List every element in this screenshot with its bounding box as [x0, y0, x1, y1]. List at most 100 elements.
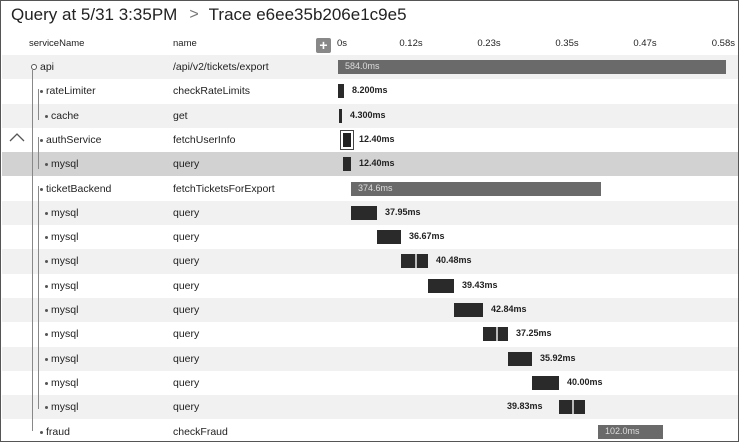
timeline-tick: 0.47s [633, 38, 657, 49]
span-row[interactable]: mysql query 37.25ms [2, 322, 738, 346]
span-name: query [173, 279, 200, 292]
service-name: mysql [51, 158, 79, 171]
timeline-tick: 0s [337, 38, 348, 49]
service-name: mysql [51, 255, 79, 268]
tree-node-icon [45, 260, 48, 264]
span-name: query [173, 206, 200, 219]
tree-node-icon [45, 163, 48, 167]
column-header-name[interactable]: name [173, 38, 197, 49]
service-name: mysql [51, 352, 79, 365]
service-name: mysql [51, 401, 79, 414]
span-bar[interactable] [343, 157, 351, 172]
service-name: mysql [51, 304, 79, 316]
span-row[interactable]: cache get 4.300ms [2, 103, 738, 128]
span-bar[interactable] [598, 424, 663, 439]
service-name: mysql [51, 231, 79, 244]
span-name: query [173, 328, 200, 341]
service-name: ticketBackend [46, 182, 112, 195]
tree-connector [38, 186, 39, 409]
tree-node-icon [40, 90, 43, 94]
span-bar[interactable] [454, 303, 483, 317]
span-name: query [173, 231, 200, 244]
span-row[interactable]: mysql query 40.00ms [2, 371, 738, 395]
span-name: query [173, 401, 200, 414]
span-duration: 4.300ms [350, 109, 386, 120]
add-column-button[interactable]: + [316, 38, 331, 53]
span-bar[interactable] [340, 129, 354, 150]
span-row[interactable]: mysql query 36.67ms [2, 225, 738, 249]
service-name: fraud [46, 425, 70, 438]
span-bar[interactable] [401, 254, 428, 269]
span-name: get [173, 109, 188, 122]
service-name: cache [51, 109, 80, 122]
span-row[interactable]: api/api/v2/tickets/export 584.0ms [2, 55, 738, 80]
span-bar[interactable] [532, 375, 559, 390]
span-duration: 39.43ms [462, 279, 498, 290]
span-bar[interactable] [559, 400, 585, 415]
span-row[interactable]: mysql query 40.48ms [2, 249, 738, 274]
service-name: mysql [51, 206, 79, 219]
tree-node-icon [45, 357, 48, 361]
tree-node-icon [45, 309, 48, 312]
span-bar[interactable] [338, 84, 344, 99]
tree-node-icon [45, 381, 48, 385]
span-row[interactable]: mysql query 39.83ms [2, 395, 738, 420]
span-bar[interactable] [508, 351, 532, 366]
tree-node-icon [40, 430, 43, 434]
span-row[interactable]: mysql query 35.92ms [2, 346, 738, 371]
span-name: query [173, 376, 200, 389]
tree-node-icon [45, 236, 48, 240]
service-name: rateLimiter [46, 85, 96, 98]
span-row[interactable]: mysql query 42.84ms [2, 298, 738, 323]
tree-node-icon [45, 284, 48, 288]
span-row[interactable]: authService fetchUserInfo 12.40ms [2, 128, 738, 152]
span-row[interactable]: mysql query 39.43ms [2, 274, 738, 298]
span-row[interactable]: ticketBackend fetchTicketsForExport 374.6m… [2, 177, 738, 201]
tree-connector [32, 70, 33, 431]
breadcrumb: Query at 5/31 3:35PM > Trace e6ee35b206e… [11, 3, 407, 27]
service-name: api [40, 61, 55, 73]
tree-node-icon [45, 333, 48, 337]
span-duration: 40.48ms [436, 255, 472, 266]
span-bar[interactable] [428, 278, 454, 293]
span-name: /api/v2/tickets/export [173, 61, 269, 73]
timeline-tick: 0.23s [477, 38, 501, 49]
span-name: fetchTicketsForExport [173, 182, 275, 195]
span-name: fetchUserInfo [173, 133, 236, 146]
span-bar[interactable] [377, 230, 401, 245]
span-duration: 40.00ms [567, 376, 603, 387]
span-row[interactable]: fraud checkFraud 102.0ms [2, 420, 738, 442]
span-duration: 35.92ms [540, 352, 576, 363]
chevron-up-icon[interactable] [9, 131, 25, 143]
span-bar[interactable] [351, 181, 601, 196]
timeline-tick: 0.35s [555, 38, 579, 49]
tree-node-icon [40, 187, 43, 191]
service-name: mysql [51, 279, 79, 292]
span-duration: 12.40ms [359, 133, 395, 144]
timeline-tick: 0.12s [399, 38, 423, 49]
service-name: mysql [51, 328, 79, 341]
span-duration: 39.83ms [507, 401, 543, 412]
root-node-icon [31, 64, 37, 70]
span-bar[interactable] [483, 327, 508, 342]
tree-node-icon [45, 114, 48, 118]
span-name: query [173, 352, 200, 365]
span-name: query [173, 255, 200, 268]
span-bar[interactable] [338, 60, 726, 74]
tree-connector [38, 89, 39, 120]
span-bar[interactable] [339, 108, 342, 123]
span-row[interactable]: mysql query 37.95ms [2, 200, 738, 226]
span-row[interactable]: rateLimiter checkRateLimits 8.200ms [2, 79, 738, 103]
query-link[interactable]: Query at 5/31 3:35PM [11, 5, 178, 24]
span-row[interactable]: mysql query 12.40ms [2, 152, 738, 177]
span-duration: 102.0ms [605, 425, 640, 436]
span-bar[interactable] [351, 205, 377, 220]
span-name: query [173, 304, 200, 316]
tree-node-icon [45, 211, 48, 215]
span-duration: 8.200ms [352, 85, 388, 96]
span-duration: 12.40ms [359, 158, 395, 169]
column-header-service[interactable]: serviceName [29, 38, 85, 49]
tree-node-icon [40, 138, 43, 142]
span-name: query [173, 158, 200, 171]
